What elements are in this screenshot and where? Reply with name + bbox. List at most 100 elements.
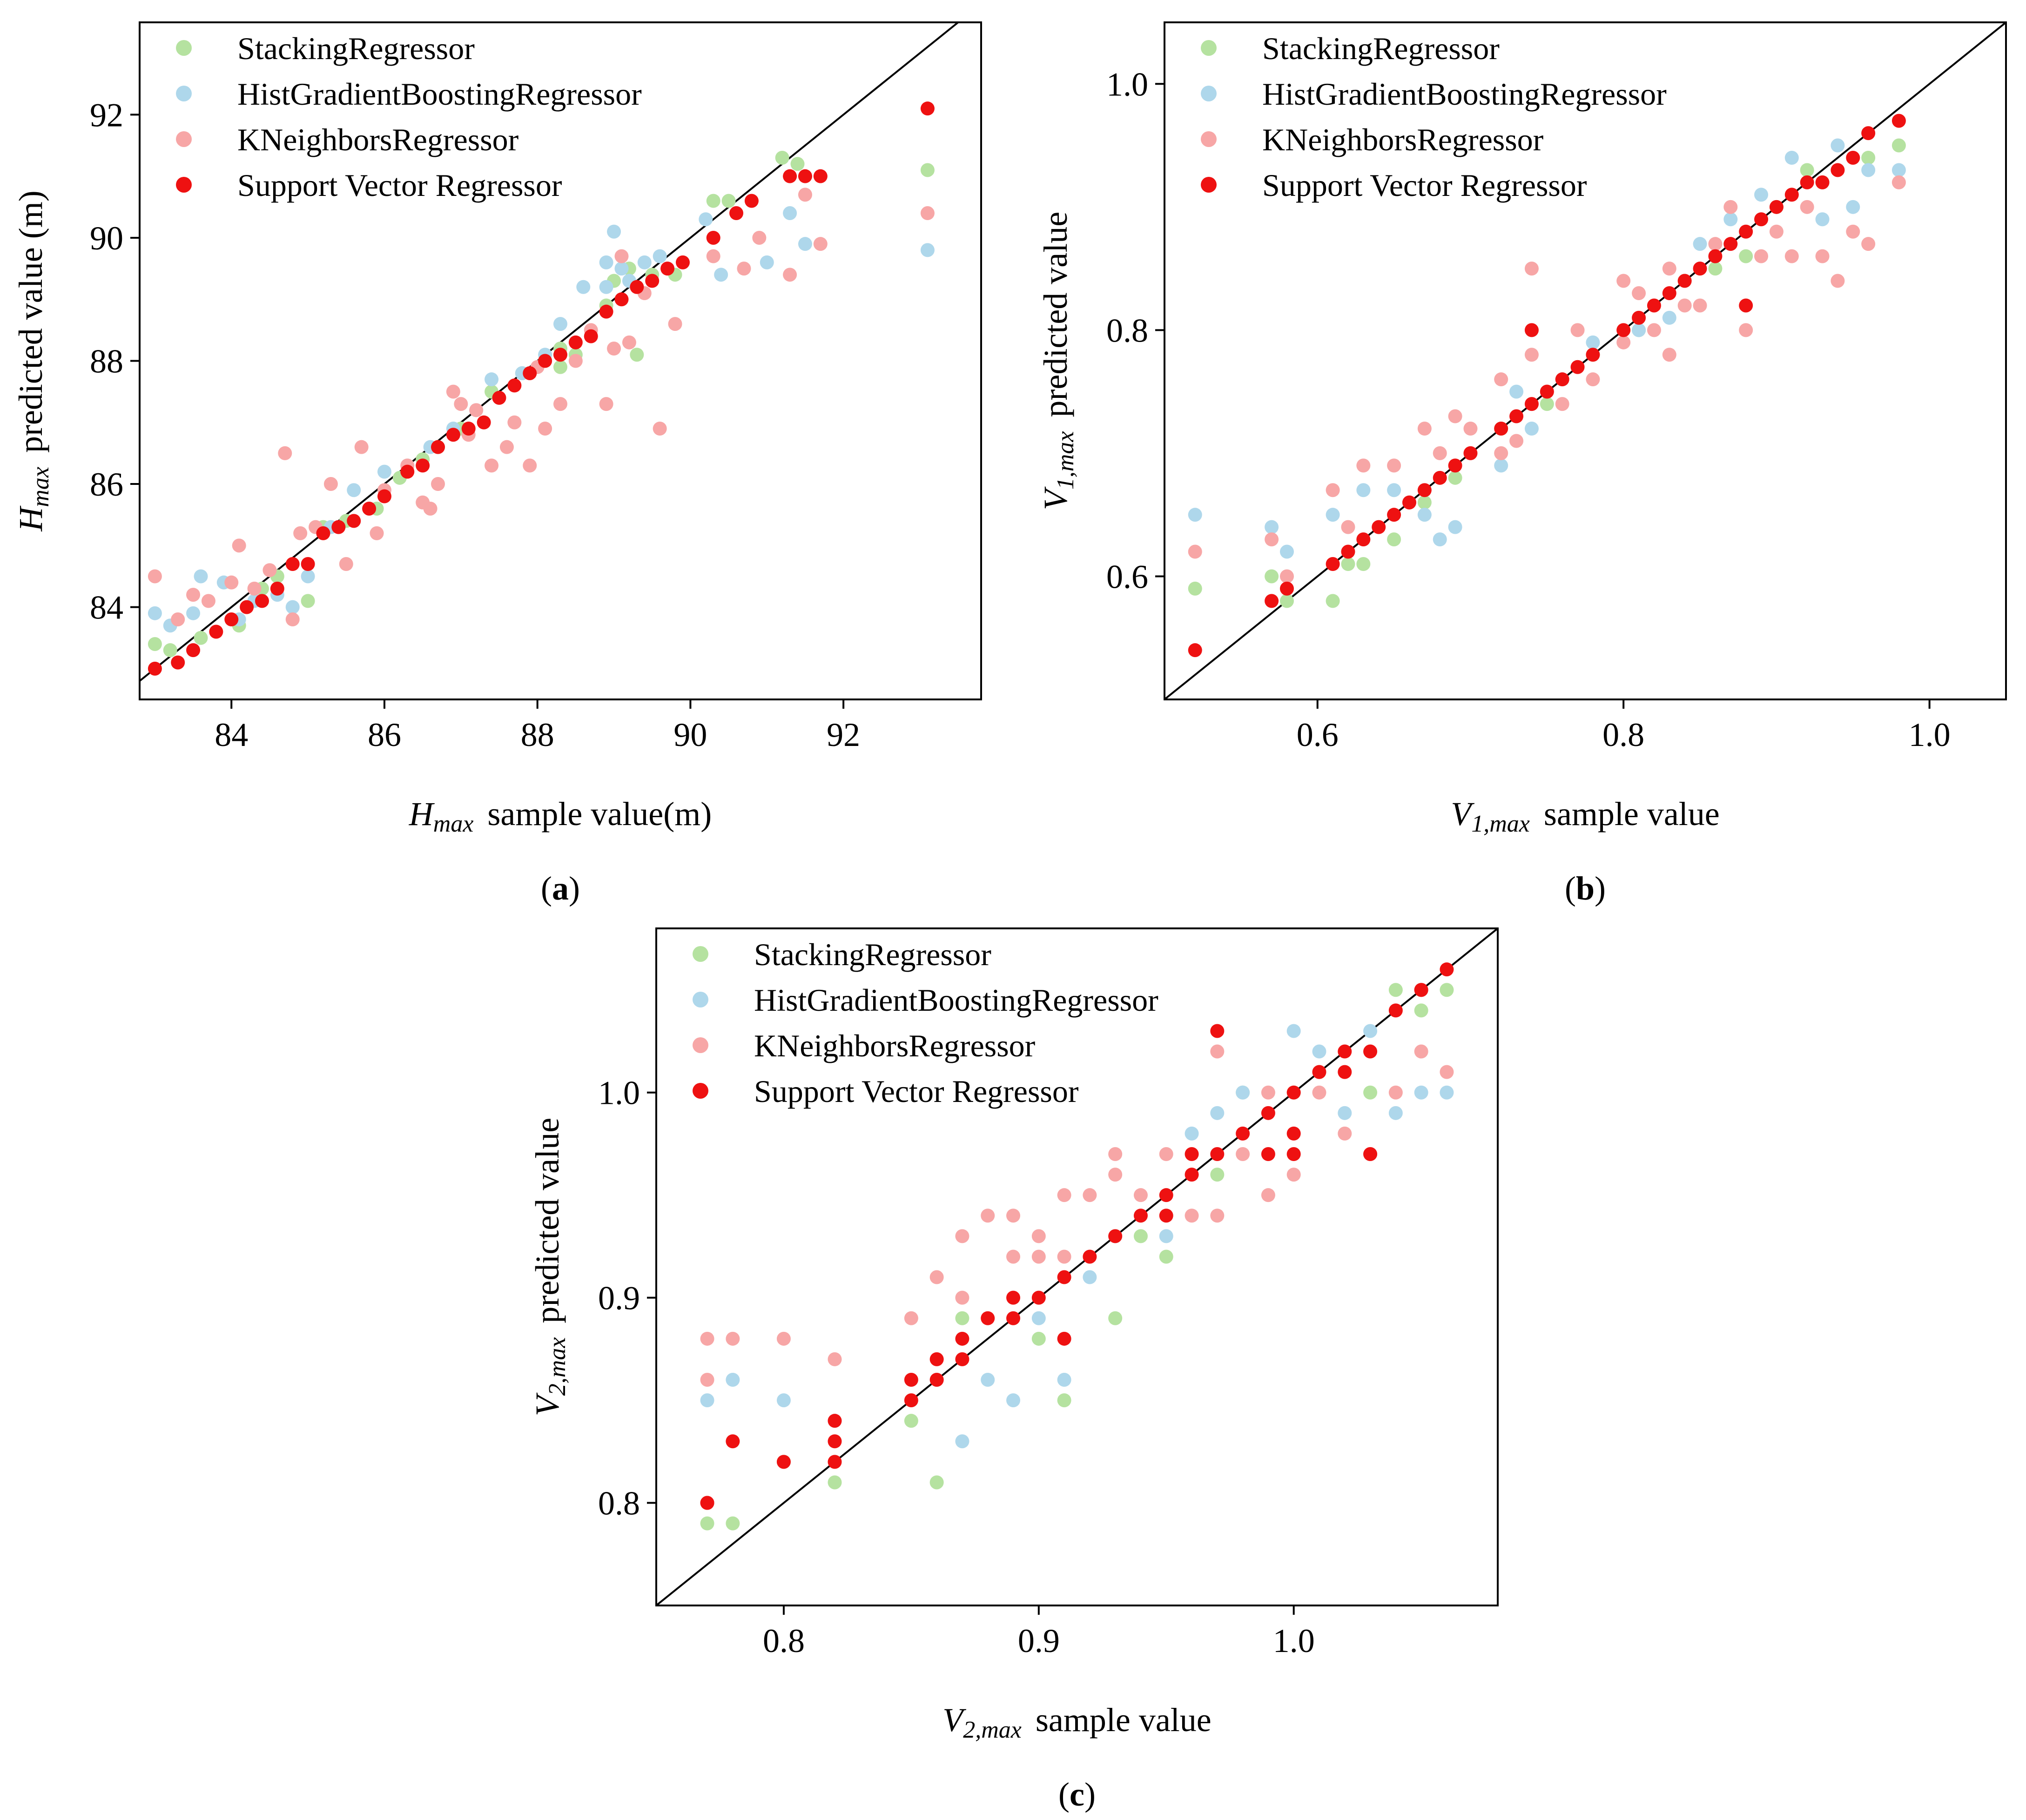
- data-point: [828, 1434, 842, 1449]
- data-point: [1286, 1168, 1301, 1182]
- data-point: [1448, 409, 1462, 423]
- data-point: [1846, 224, 1860, 239]
- data-point: [1261, 1106, 1275, 1120]
- data-point: [955, 1352, 969, 1366]
- data-point: [477, 415, 491, 430]
- legend-label-histgb: HistGradientBoostingRegressor: [754, 982, 1158, 1018]
- x-axis-subscript: 1,max: [1471, 811, 1530, 837]
- data-point: [1509, 434, 1524, 448]
- data-point: [285, 557, 300, 571]
- data-point: [828, 1352, 842, 1366]
- data-point: [1133, 1229, 1148, 1243]
- data-point: [1723, 200, 1738, 214]
- data-point: [1338, 1044, 1352, 1059]
- data-point: [278, 446, 292, 460]
- data-point: [920, 206, 935, 221]
- data-point: [331, 520, 346, 534]
- data-point: [370, 526, 384, 540]
- data-point: [1463, 422, 1478, 436]
- x-axis-label: V1,max sample value: [1451, 795, 1719, 837]
- data-point: [1185, 1168, 1199, 1182]
- data-point: [668, 317, 682, 331]
- data-point: [599, 304, 613, 319]
- data-point: [955, 1290, 969, 1305]
- y-axis-subscript: 2,max: [544, 1337, 571, 1396]
- data-point: [1387, 508, 1401, 522]
- data-point: [148, 606, 162, 620]
- data-point: [1057, 1373, 1071, 1387]
- data-point: [699, 212, 713, 227]
- data-point: [1356, 557, 1371, 571]
- data-point: [1509, 409, 1524, 423]
- data-point: [1632, 286, 1646, 300]
- x-tick-label: 0.9: [1018, 1622, 1060, 1659]
- panel-label-close: ): [1595, 870, 1606, 907]
- data-point: [1662, 310, 1676, 325]
- series-svr: [1188, 114, 1906, 658]
- data-point: [599, 280, 613, 294]
- data-point: [1108, 1168, 1123, 1182]
- data-point: [1236, 1085, 1250, 1100]
- y-tick-label: 92: [90, 96, 123, 134]
- data-point: [270, 581, 284, 596]
- data-point: [706, 249, 720, 263]
- data-point: [614, 249, 629, 263]
- data-point: [1210, 1209, 1225, 1223]
- data-point: [929, 1270, 944, 1284]
- panel-label: (b): [1565, 870, 1606, 907]
- data-point: [461, 422, 476, 436]
- data-point: [706, 230, 720, 245]
- data-point: [1494, 422, 1508, 436]
- data-point: [1312, 1065, 1326, 1079]
- data-point: [1031, 1311, 1046, 1325]
- y-tick-label: 0.9: [598, 1280, 640, 1317]
- data-point: [1341, 544, 1355, 559]
- y-axis-subscript: 1,max: [1052, 431, 1079, 490]
- y-tick-label: 84: [90, 589, 123, 626]
- x-axis-label: V2,max sample value: [942, 1701, 1211, 1743]
- data-point: [1031, 1290, 1046, 1305]
- data-point: [1555, 372, 1569, 387]
- legend-label-histgb: HistGradientBoostingRegressor: [1262, 76, 1667, 112]
- panel-label: (a): [541, 870, 580, 907]
- panel-label-close: ): [569, 870, 580, 907]
- data-point: [1784, 188, 1799, 202]
- data-point: [660, 262, 675, 276]
- y-axis-text: predicted value (m): [12, 190, 49, 453]
- data-point: [798, 169, 812, 183]
- data-point: [828, 1475, 842, 1490]
- y-tick-label: 86: [90, 466, 123, 503]
- data-point: [523, 458, 537, 473]
- data-point: [630, 348, 644, 362]
- data-point: [1265, 594, 1279, 608]
- data-point: [1891, 175, 1906, 189]
- data-point: [776, 1455, 791, 1469]
- data-point: [721, 194, 736, 208]
- data-point: [813, 169, 828, 183]
- data-point: [538, 422, 552, 436]
- data-point: [1006, 1249, 1021, 1264]
- data-point: [1210, 1168, 1225, 1182]
- data-point: [171, 655, 185, 670]
- data-point: [1133, 1209, 1148, 1223]
- data-point: [400, 464, 415, 479]
- data-point: [1159, 1147, 1173, 1161]
- data-point: [1586, 348, 1600, 362]
- data-point: [431, 477, 445, 491]
- x-tick-label: 1.0: [1909, 716, 1951, 753]
- data-point: [1708, 262, 1723, 276]
- data-point: [553, 397, 567, 411]
- data-point: [929, 1373, 944, 1387]
- panel-b-plot-area: [1164, 22, 2006, 699]
- data-point: [1448, 520, 1462, 534]
- data-point: [1057, 1188, 1071, 1202]
- data-point: [1570, 323, 1585, 337]
- data-point: [1363, 1085, 1378, 1100]
- data-point: [224, 575, 239, 590]
- data-point: [186, 588, 201, 602]
- data-point: [700, 1331, 714, 1346]
- y-axis-label: Hmax predicted value (m): [12, 190, 54, 531]
- data-point: [1769, 200, 1784, 214]
- data-point: [1261, 1147, 1275, 1161]
